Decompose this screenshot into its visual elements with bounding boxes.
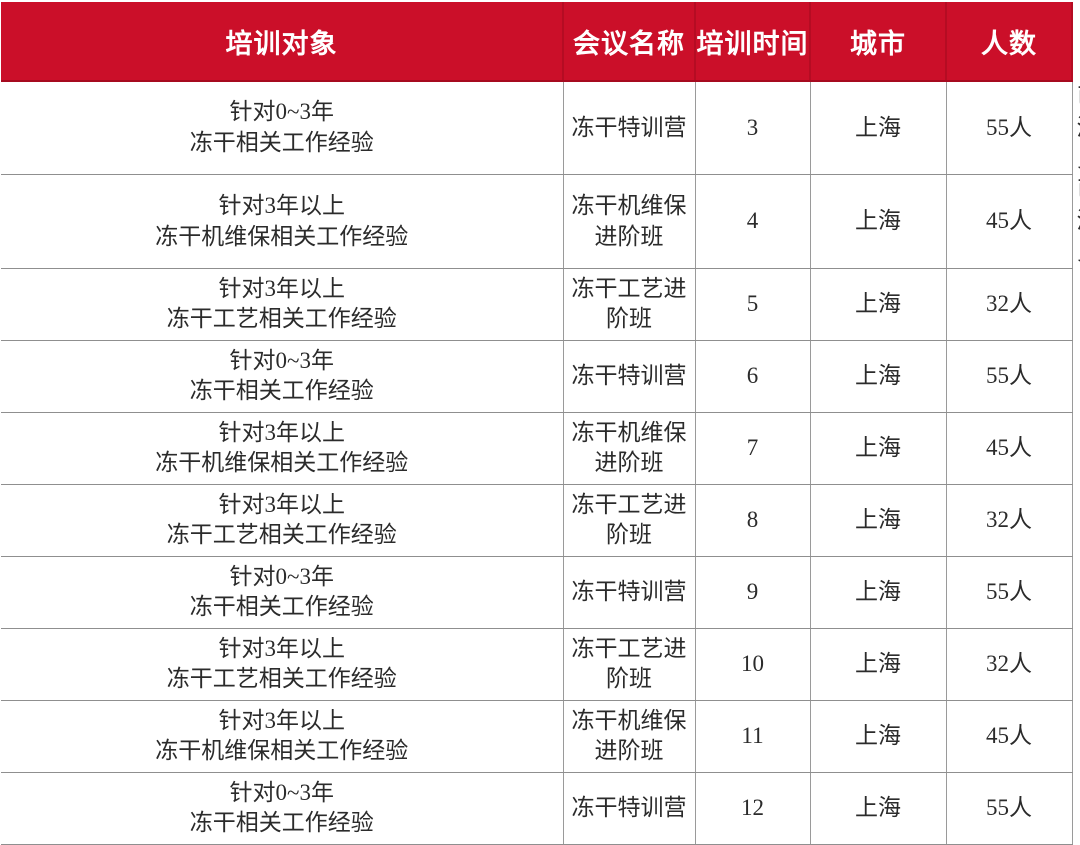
table-row: 针对3年以上 冻干工艺相关工作经验 冻干工艺进阶班 5 上海 32人 — [1, 268, 1073, 341]
cell-count: 45人 — [946, 412, 1073, 485]
cell-course: 冻干特训营 — [563, 81, 696, 176]
cell-city: 上海 — [810, 772, 947, 845]
cell-course: 冻干工艺进阶班 — [563, 268, 696, 341]
table-header: 培训对象 会议名称 培训时间 城市 人数 备注 — [1, 2, 1080, 82]
cell-city: 上海 — [810, 700, 947, 773]
table-row: 针对3年以上 冻干工艺相关工作经验 冻干工艺进阶班 10 上海 32人 — [1, 628, 1073, 701]
cell-course: 冻干特训营 — [563, 772, 696, 845]
cell-audience: 针对0~3年 冻干相关工作经验 — [1, 772, 564, 845]
cell-month: 6 — [695, 340, 811, 413]
cell-count: 32人 — [946, 268, 1073, 341]
cell-city: 上海 — [810, 484, 947, 557]
cell-month: 4 — [695, 174, 811, 269]
column-header-course: 会议名称 — [563, 2, 696, 82]
cell-audience: 针对3年以上 冻干工艺相关工作经验 — [1, 268, 564, 341]
cell-month: 3 — [695, 81, 811, 176]
cell-month: 7 — [695, 412, 811, 485]
cell-audience: 针对3年以上 冻干机维保相关工作经验 — [1, 412, 564, 485]
cell-count: 55人 — [946, 772, 1073, 845]
cell-audience: 针对3年以上 冻干工艺相关工作经验 — [1, 484, 564, 557]
cell-audience: 针对0~3年 冻干相关工作经验 — [1, 340, 564, 413]
cell-course: 冻干特训营 — [563, 556, 696, 629]
cell-month: 11 — [695, 700, 811, 773]
cell-course: 冻干工艺进阶班 — [563, 484, 696, 557]
cell-audience: 针对0~3年 冻干相关工作经验 — [1, 556, 564, 629]
cell-month: 8 — [695, 484, 811, 557]
column-header-audience: 培训对象 — [1, 2, 564, 82]
cell-course: 冻干机维保进阶班 — [563, 700, 696, 773]
table-header-row: 培训对象 会议名称 培训时间 城市 人数 备注 — [1, 2, 1080, 82]
column-header-month: 培训时间 — [695, 2, 811, 82]
cell-audience: 针对0~3年 冻干相关工作经验 — [1, 81, 564, 176]
table-row: 针对0~3年 冻干相关工作经验 冻干特训营 6 上海 55人 — [1, 340, 1073, 413]
cell-course: 冻干工艺进阶班 — [563, 628, 696, 701]
table-row: 针对3年以上 冻干机维保相关工作经验 冻干机维保进阶班 7 上海 45人 — [1, 412, 1073, 485]
cell-audience: 针对3年以上 冻干工艺相关工作经验 — [1, 628, 564, 701]
column-header-count: 人数 — [946, 2, 1073, 82]
table-body: 针对0~3年 冻干相关工作经验冻干特训营3上海55人已满员针对3年以上 冻干机维… — [1, 81, 1080, 845]
cell-course: 冻干特训营 — [563, 340, 696, 413]
cell-month: 10 — [695, 628, 811, 701]
cell-month: 9 — [695, 556, 811, 629]
cell-course: 冻干机维保进阶班 — [563, 412, 696, 485]
cell-month: 5 — [695, 268, 811, 341]
cell-count: 55人 — [946, 81, 1073, 176]
cell-city: 上海 — [810, 628, 947, 701]
cell-count: 45人 — [946, 174, 1073, 269]
table-row: 针对0~3年 冻干相关工作经验 冻干特训营 9 上海 55人 — [1, 556, 1073, 629]
table-row: 针对0~3年 冻干相关工作经验 冻干特训营 12 上海 55人 — [1, 772, 1073, 845]
cell-city: 上海 — [810, 268, 947, 341]
cell-city: 上海 — [810, 556, 947, 629]
table-row: 针对0~3年 冻干相关工作经验冻干特训营3上海55人已满员 — [1, 81, 1080, 176]
cell-month: 12 — [695, 772, 811, 845]
cell-count: 32人 — [946, 484, 1073, 557]
column-header-city: 城市 — [810, 2, 947, 82]
cell-count: 55人 — [946, 556, 1073, 629]
table-row: 针对3年以上 冻干工艺相关工作经验 冻干工艺进阶班 8 上海 32人 — [1, 484, 1073, 557]
cell-city: 上海 — [810, 340, 947, 413]
cell-count: 55人 — [946, 340, 1073, 413]
cell-city: 上海 — [810, 174, 947, 269]
cell-audience: 针对3年以上 冻干机维保相关工作经验 — [1, 174, 564, 269]
table-row: 针对3年以上 冻干机维保相关工作经验冻干机维保进阶班4上海45人已满员 — [1, 174, 1080, 269]
cell-city: 上海 — [810, 412, 947, 485]
table-row: 针对3年以上 冻干机维保相关工作经验 冻干机维保进阶班 11 上海 45人 — [1, 700, 1073, 773]
cell-count: 32人 — [946, 628, 1073, 701]
cell-count: 45人 — [946, 700, 1073, 773]
cell-audience: 针对3年以上 冻干机维保相关工作经验 — [1, 700, 564, 773]
cell-city: 上海 — [810, 81, 947, 176]
cell-course: 冻干机维保进阶班 — [563, 174, 696, 269]
